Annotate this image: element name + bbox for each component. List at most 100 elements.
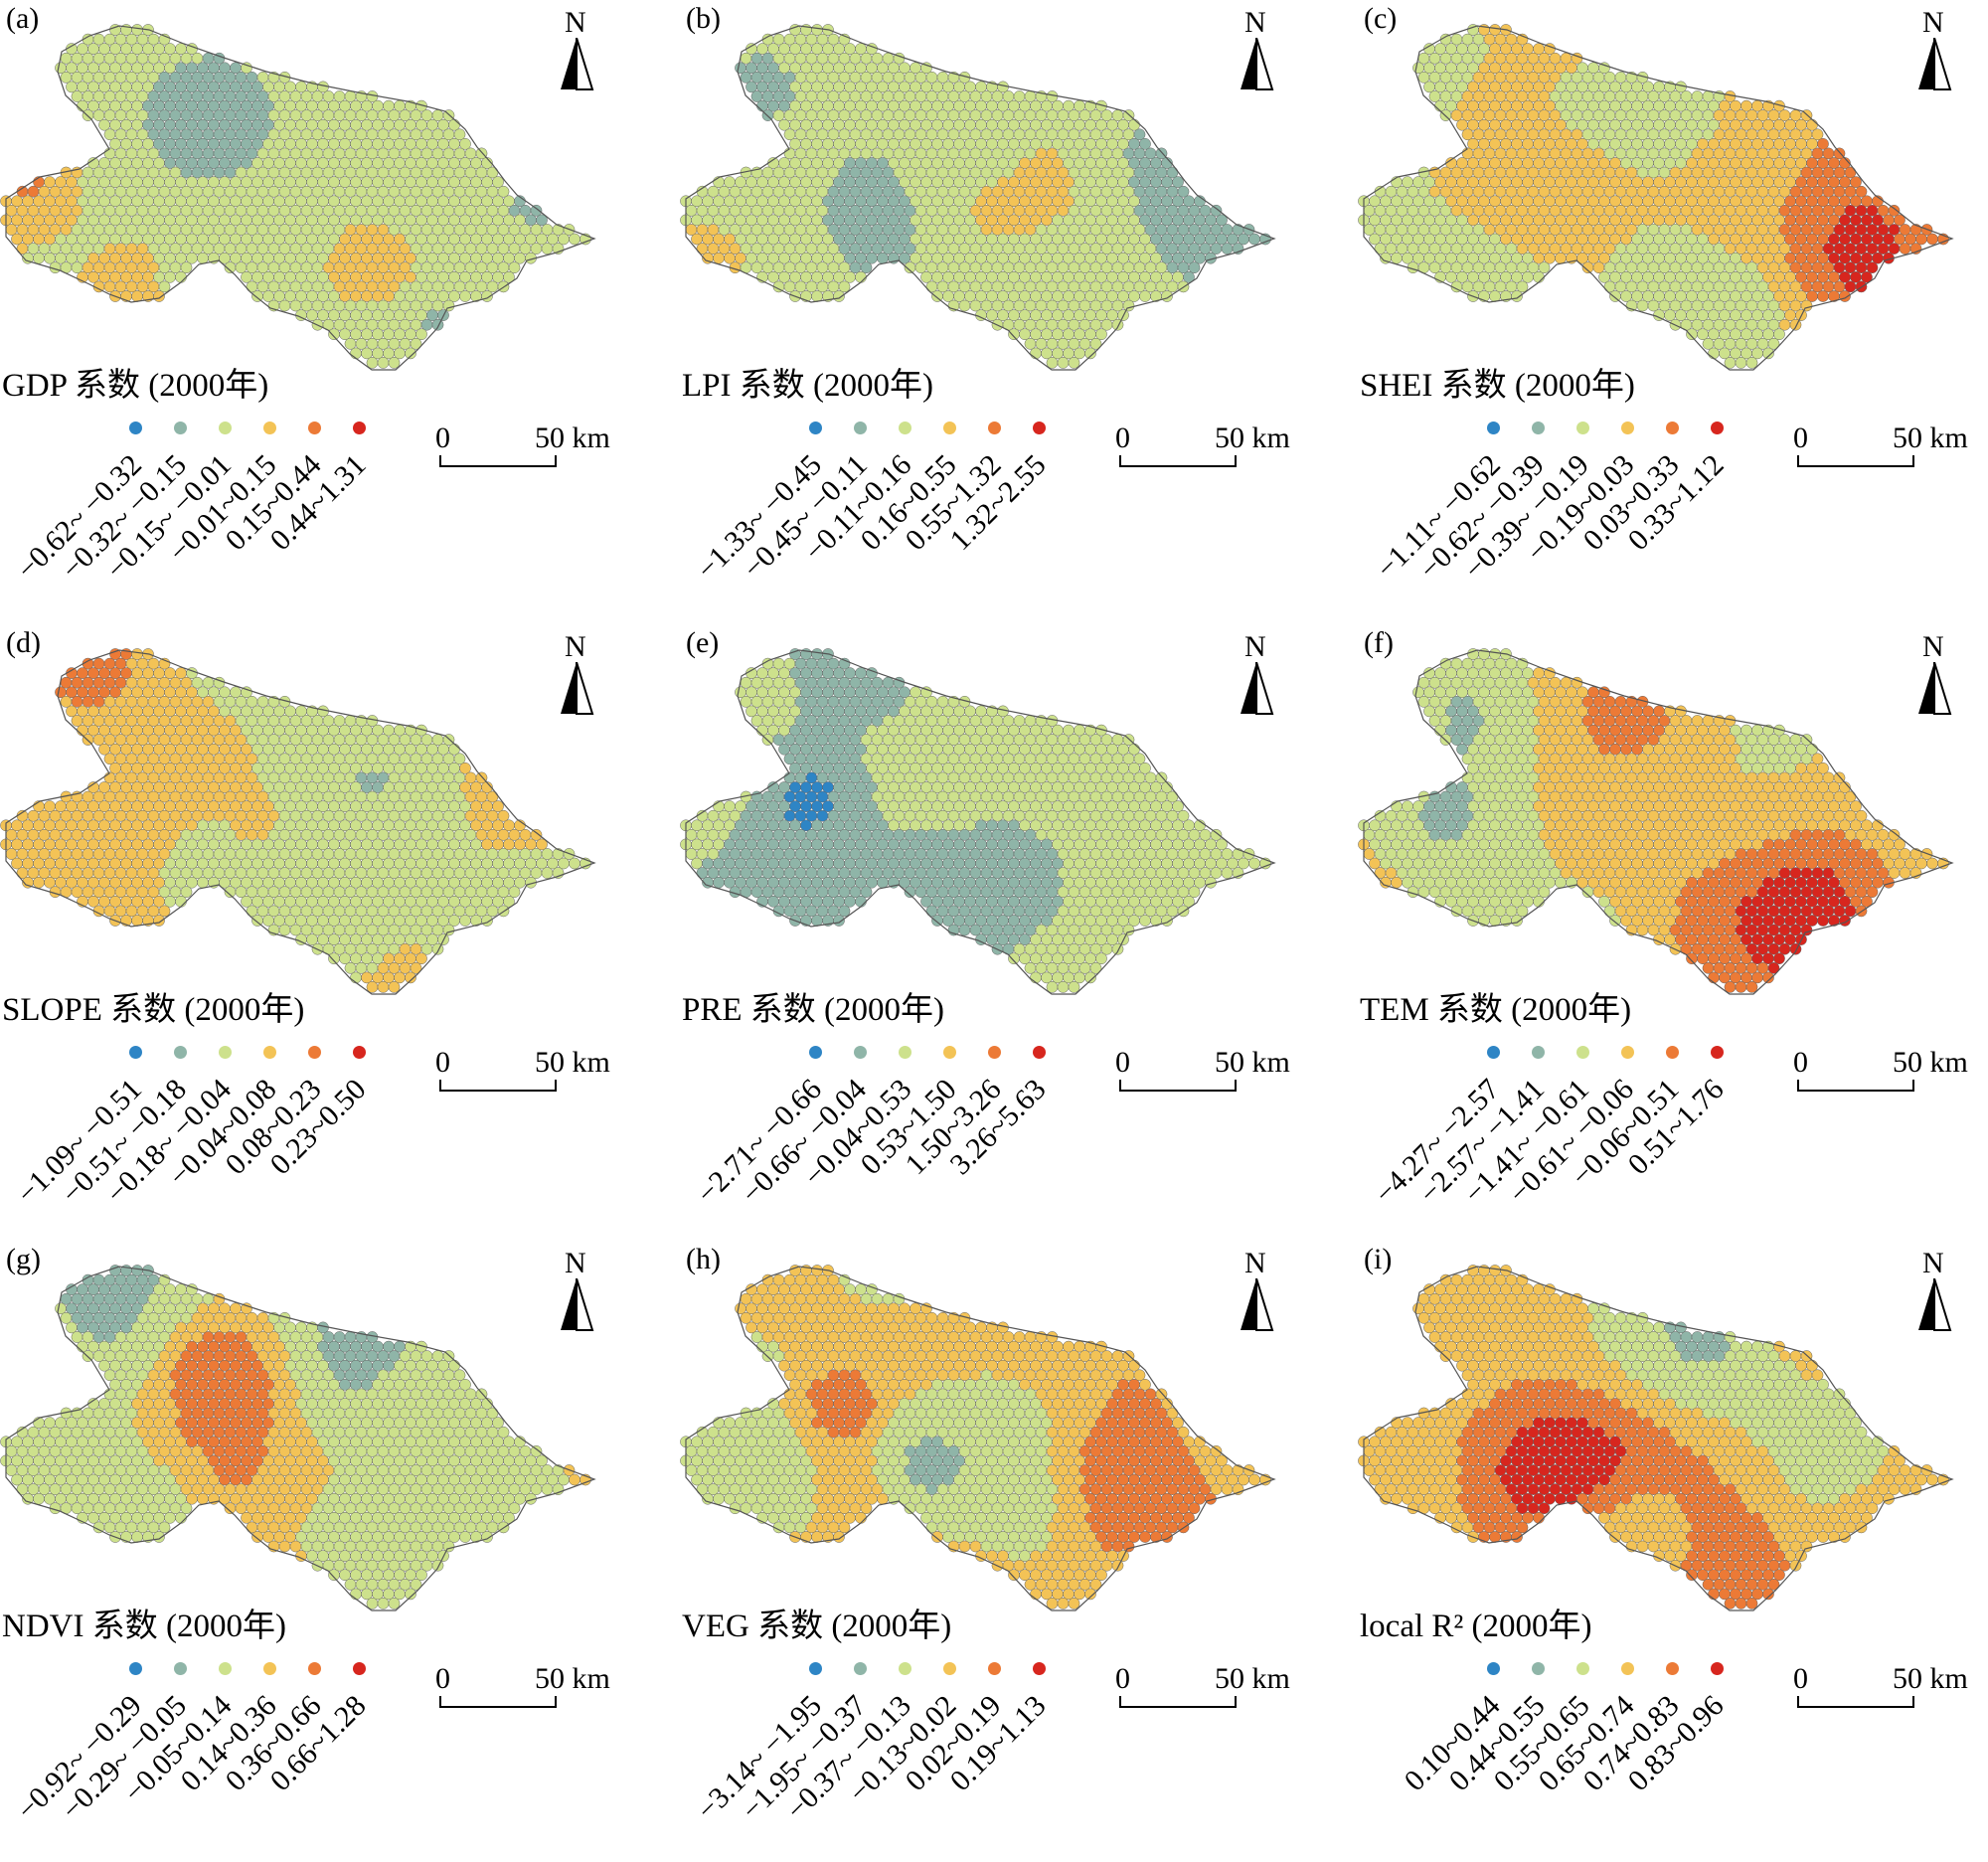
map-cell <box>1719 176 1731 188</box>
map-cell <box>405 347 416 360</box>
map-cell <box>125 109 138 121</box>
map-cell <box>953 214 965 227</box>
map-cell <box>219 81 231 93</box>
map-cell <box>953 233 965 246</box>
map-cell <box>147 71 160 84</box>
map-cell <box>388 961 401 974</box>
map-cell <box>1702 185 1715 198</box>
map-cell <box>1483 109 1496 121</box>
map-cell <box>838 828 851 841</box>
map-cell <box>1057 109 1070 121</box>
map-cell <box>893 790 906 803</box>
map-cell <box>180 828 193 841</box>
map-cell <box>98 81 110 93</box>
map-cell <box>827 676 840 689</box>
map-cell <box>997 838 1009 851</box>
map-cell <box>925 695 938 708</box>
map-cell <box>1653 81 1665 93</box>
map-cell <box>1680 243 1693 254</box>
map-cell <box>844 800 856 812</box>
map-cell <box>1631 233 1643 246</box>
map-cell <box>125 185 138 198</box>
map-cell <box>1806 137 1818 150</box>
map-cell <box>1592 261 1605 274</box>
map-cell <box>1046 790 1059 803</box>
map-cell <box>372 857 384 870</box>
map-cell <box>1030 762 1042 774</box>
map-cell <box>1052 137 1064 150</box>
map-cell <box>333 771 346 784</box>
map-cell <box>1773 309 1785 321</box>
map-cell <box>718 809 731 822</box>
map-cell <box>246 243 258 254</box>
map-cell <box>306 118 318 131</box>
map-cell <box>783 243 796 254</box>
map-cell <box>202 790 215 803</box>
map-cell <box>1894 214 1905 227</box>
map-cell <box>420 261 433 274</box>
map-cell <box>1155 771 1168 784</box>
coefficient-map <box>0 24 596 371</box>
map-cell <box>1653 118 1665 131</box>
map-cell <box>153 214 165 227</box>
map-cell <box>980 828 993 841</box>
map-cell <box>1833 280 1846 293</box>
map-cell <box>475 771 488 784</box>
map-cell <box>980 771 993 784</box>
map-cell <box>942 838 954 851</box>
map-cell <box>453 809 466 822</box>
map-cell <box>142 705 154 718</box>
map-cell <box>49 867 62 879</box>
map-cell <box>431 166 444 179</box>
map-cell <box>431 771 444 784</box>
map-cell <box>1844 280 1857 293</box>
map-cell <box>1719 309 1731 321</box>
map-cell <box>267 243 280 254</box>
map-cell <box>191 52 204 65</box>
map-cell <box>180 204 193 217</box>
map-cell <box>964 233 976 246</box>
map-cell <box>1456 118 1468 131</box>
map-cell <box>273 762 285 774</box>
map-cell <box>1592 90 1605 102</box>
map-cell <box>1636 280 1649 293</box>
map-cell <box>1740 214 1752 227</box>
map-cell <box>317 118 329 131</box>
map-cell <box>464 886 477 899</box>
map-cell <box>1533 118 1545 131</box>
map-cell <box>997 270 1009 283</box>
map-cell <box>772 90 785 102</box>
map-cell <box>98 270 110 283</box>
map-cell <box>718 185 731 198</box>
map-cell <box>1767 109 1780 121</box>
map-cell <box>147 109 160 121</box>
map-cell <box>251 915 263 927</box>
map-cell <box>914 90 927 102</box>
map-cell <box>893 204 906 217</box>
map-cell <box>1527 185 1540 198</box>
map-cell <box>794 90 807 102</box>
map-cell <box>964 137 976 150</box>
map-cell <box>920 686 932 699</box>
map-cell <box>1735 243 1747 254</box>
map-cell <box>1778 204 1791 217</box>
map-cell <box>1117 137 1129 150</box>
map-cell <box>77 667 88 679</box>
map-cell <box>1155 809 1168 822</box>
map-cell <box>202 147 215 160</box>
map-cell <box>1620 270 1632 283</box>
map-cell <box>536 838 548 851</box>
map-cell <box>525 838 537 851</box>
map-cell <box>838 52 851 65</box>
map-cell <box>71 185 83 198</box>
map-cell <box>1089 109 1102 121</box>
map-cell <box>120 762 132 774</box>
map-cell <box>877 233 889 246</box>
map-cell <box>827 185 840 198</box>
map-cell <box>855 705 867 718</box>
map-cell <box>164 214 176 227</box>
map-cell <box>1068 828 1080 841</box>
map-cell <box>964 118 976 131</box>
map-cell <box>1592 109 1605 121</box>
map-cell <box>410 924 422 936</box>
